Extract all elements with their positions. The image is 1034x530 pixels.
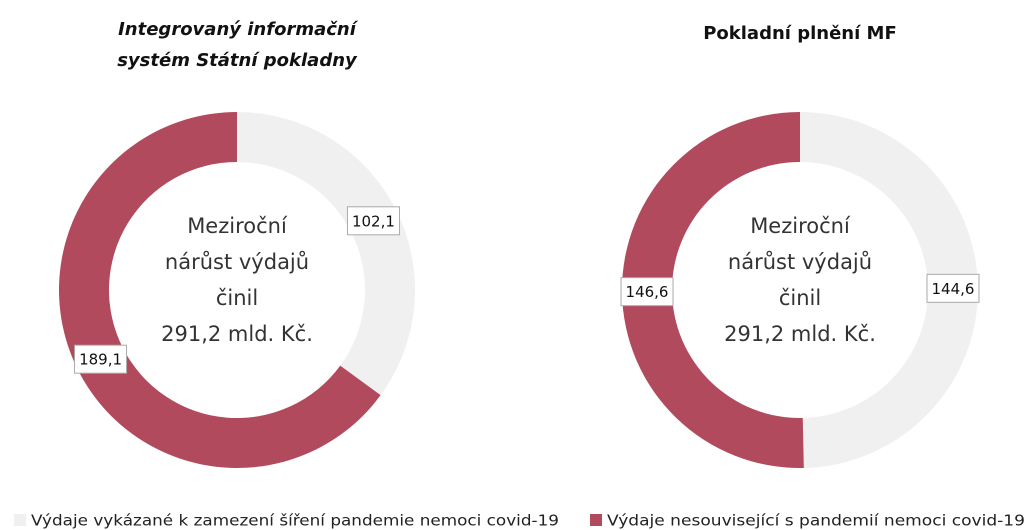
legend-swatch <box>590 514 602 526</box>
chart-title: systém Státní pokladny <box>117 50 358 71</box>
chart-title: Integrovaný informační <box>118 19 359 40</box>
value-label: 146,6 <box>626 283 669 301</box>
chart-title: Pokladní plnění MF <box>703 23 897 44</box>
value-label-box <box>926 273 980 303</box>
center-text: činil <box>216 286 258 310</box>
legend-label: Výdaje vykázané k zamezení šíření pandem… <box>31 512 559 530</box>
legend-swatch <box>14 514 26 526</box>
donut-slice <box>800 112 978 468</box>
value-label: 189,1 <box>79 351 122 369</box>
center-text: nárůst výdajů <box>728 250 872 274</box>
center-text: nárůst výdajů <box>165 250 309 274</box>
center-text: Meziroční <box>187 214 288 238</box>
value-label-box <box>74 344 128 374</box>
center-text: 291,2 mld. Kč. <box>724 322 876 346</box>
donut-slice <box>237 112 415 396</box>
value-label-box <box>620 277 674 307</box>
value-label: 144,6 <box>932 280 975 298</box>
value-label: 102,1 <box>352 212 395 230</box>
donut-slice <box>621 112 804 469</box>
legend-label: Výdaje nesouvisející s pandemií nemoci c… <box>607 512 1025 530</box>
center-text: 291,2 mld. Kč. <box>161 322 313 346</box>
donut-slice <box>59 112 381 469</box>
value-label-box <box>346 206 400 236</box>
center-text: Meziroční <box>750 214 851 238</box>
center-text: činil <box>779 286 821 310</box>
